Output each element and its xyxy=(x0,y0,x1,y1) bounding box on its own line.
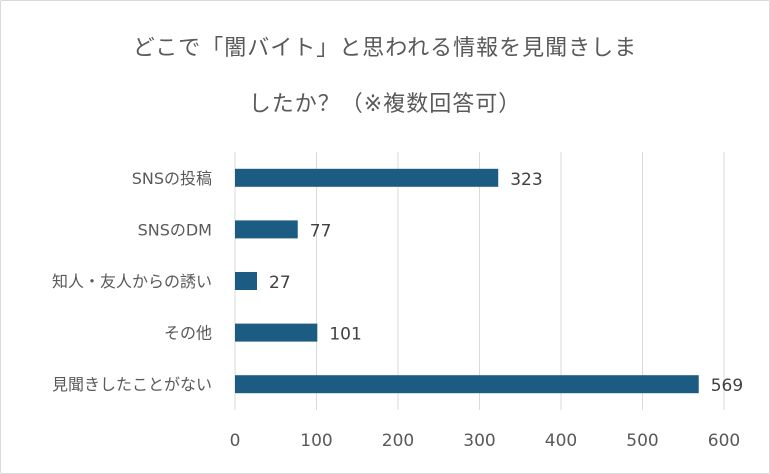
data-label: 101 xyxy=(329,325,361,345)
bar xyxy=(235,220,298,239)
data-label: 77 xyxy=(310,221,332,241)
x-tick-label: 500 xyxy=(626,431,658,451)
data-label: 323 xyxy=(510,170,542,190)
category-label: 見聞きしたことがない xyxy=(52,375,212,394)
x-tick-label: 400 xyxy=(545,431,577,451)
data-label: 569 xyxy=(711,376,743,396)
bar xyxy=(235,323,318,342)
x-tick-label: 300 xyxy=(463,431,495,451)
x-tick-label: 0 xyxy=(230,431,241,451)
category-label: SNSの投稿 xyxy=(132,169,212,188)
category-label: 知人・友人からの誘い xyxy=(52,272,212,291)
x-tick-label: 200 xyxy=(382,431,414,451)
data-label: 27 xyxy=(269,273,291,293)
category-label: その他 xyxy=(164,324,212,343)
chart-title-line-2: したか？（※複数回答可） xyxy=(248,92,522,117)
x-tick-label: 600 xyxy=(708,431,740,451)
bar xyxy=(235,375,699,394)
bar xyxy=(235,168,499,187)
x-tick-label: 100 xyxy=(300,431,332,451)
bar xyxy=(235,272,258,290)
chart-title-line-1: どこで「闇バイト」と思われる情報を見聞きしま xyxy=(132,36,638,61)
category-label: SNSのDM xyxy=(138,220,212,239)
